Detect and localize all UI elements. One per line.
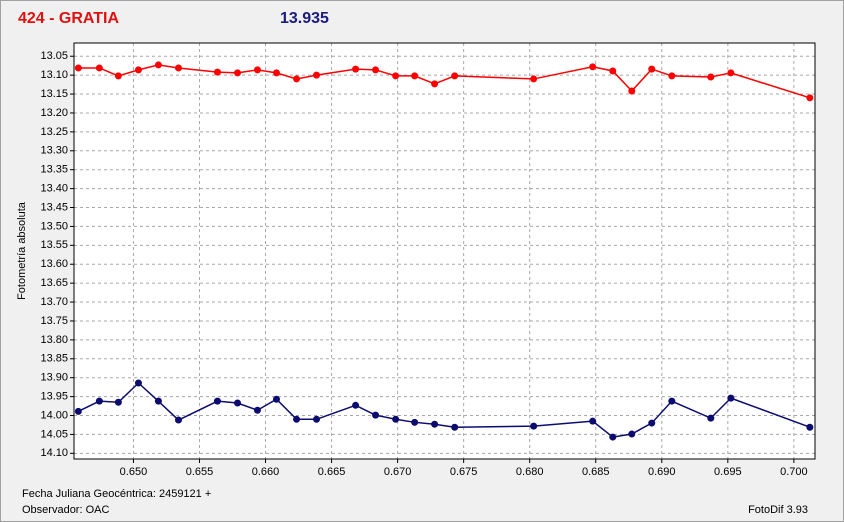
y-tick-label: 13.35 [40, 164, 68, 176]
x-tick-label: 0.690 [648, 466, 676, 478]
y-tick-label: 13.60 [40, 258, 68, 270]
data-point [154, 397, 162, 405]
plot-area [74, 43, 815, 459]
y-tick-label: 14.00 [40, 409, 68, 421]
y-tick-label: 13.65 [40, 277, 68, 289]
x-tick-label: 0.700 [780, 466, 808, 478]
data-point [352, 65, 360, 73]
data-point [431, 80, 439, 88]
x-tick-label: 0.655 [186, 466, 214, 478]
data-point [609, 67, 617, 75]
data-point [668, 397, 676, 405]
data-point [154, 61, 162, 69]
y-tick-label: 14.10 [40, 447, 68, 459]
y-tick-label: 14.05 [40, 428, 68, 440]
data-point [95, 64, 103, 72]
data-point [213, 397, 221, 405]
data-point [806, 94, 814, 102]
observer: Observador: OAC [22, 504, 109, 516]
data-point [707, 414, 715, 422]
data-point [589, 417, 597, 425]
data-point [313, 71, 321, 79]
y-tick-label: 13.45 [40, 201, 68, 213]
data-point [648, 419, 656, 427]
x-axis-label: Fecha Juliana Geocéntrica: 2459121 + [22, 488, 211, 500]
x-tick-label: 0.650 [120, 466, 148, 478]
data-point [392, 72, 400, 80]
data-point [272, 395, 280, 403]
x-tick-label: 0.675 [450, 466, 478, 478]
data-point [352, 401, 360, 409]
x-tick-label: 0.680 [516, 466, 544, 478]
data-point [530, 75, 538, 83]
data-point [293, 415, 301, 423]
data-point [392, 415, 400, 423]
data-point [234, 69, 242, 77]
data-point [589, 63, 597, 71]
data-point [293, 75, 301, 83]
data-point [174, 416, 182, 424]
data-point [648, 65, 656, 73]
x-tick-label: 0.670 [384, 466, 412, 478]
y-tick-label: 13.20 [40, 107, 68, 119]
software: FotoDif 3.93 [748, 504, 808, 516]
data-point [727, 69, 735, 77]
y-tick-label: 13.15 [40, 88, 68, 100]
data-point [628, 430, 636, 438]
x-tick-label: 0.660 [252, 466, 280, 478]
data-point [253, 66, 261, 74]
data-point [253, 406, 261, 414]
data-point [114, 72, 122, 80]
x-tick-label: 0.685 [582, 466, 610, 478]
data-point [174, 64, 182, 72]
data-point [727, 394, 735, 402]
x-tick-label: 0.665 [318, 466, 346, 478]
data-point [451, 72, 459, 80]
y-tick-label: 13.50 [40, 220, 68, 232]
y-tick-label: 13.55 [40, 239, 68, 251]
y-tick-label: 13.80 [40, 334, 68, 346]
data-point [372, 66, 380, 74]
data-point [806, 423, 814, 431]
data-point [234, 399, 242, 407]
data-point [668, 72, 676, 80]
y-tick-label: 13.75 [40, 315, 68, 327]
data-point [313, 415, 321, 423]
y-tick-label: 13.30 [40, 145, 68, 157]
y-axis-label: Fotometría absoluta [16, 201, 28, 300]
data-point [95, 397, 103, 405]
y-tick-label: 13.70 [40, 296, 68, 308]
data-point [372, 411, 380, 419]
y-tick-label: 13.85 [40, 353, 68, 365]
data-point [134, 66, 142, 74]
data-point [431, 420, 439, 428]
reference-magnitude: 13.935 [280, 10, 329, 27]
chart-title: 424 - GRATIA [18, 10, 120, 27]
y-tick-label: 13.25 [40, 126, 68, 138]
data-point [272, 69, 280, 77]
data-point [411, 418, 419, 426]
data-point [213, 68, 221, 76]
y-tick-label: 13.40 [40, 183, 68, 195]
data-point [74, 407, 82, 415]
data-point [707, 73, 715, 81]
x-tick-label: 0.695 [714, 466, 742, 478]
data-point [530, 422, 538, 430]
data-point [628, 87, 636, 95]
marks [74, 61, 814, 441]
data-point [411, 72, 419, 80]
data-point [114, 398, 122, 406]
plot-border [73, 42, 816, 460]
y-tick-label: 13.95 [40, 391, 68, 403]
data-point [134, 379, 142, 387]
data-point [451, 423, 459, 431]
y-tick-label: 13.90 [40, 372, 68, 384]
data-point [609, 433, 617, 441]
y-tick-label: 13.05 [40, 50, 68, 62]
data-point [74, 64, 82, 72]
y-tick-label: 13.10 [40, 69, 68, 81]
